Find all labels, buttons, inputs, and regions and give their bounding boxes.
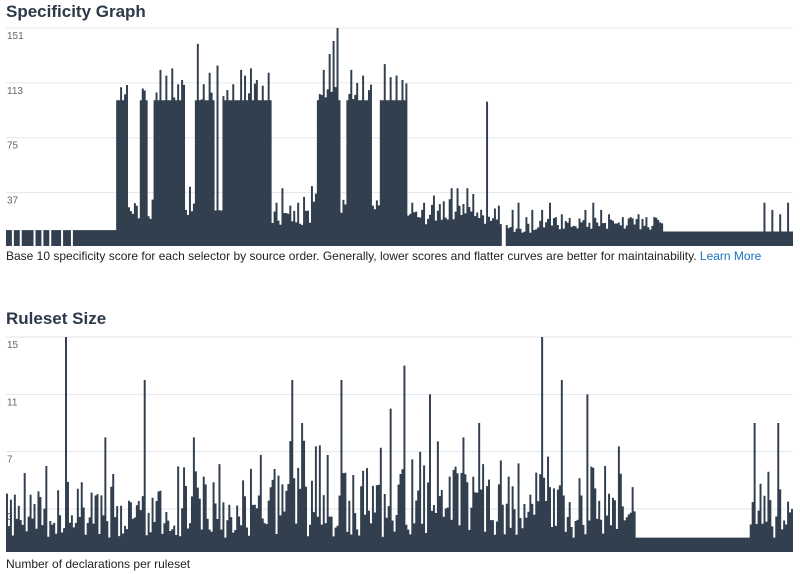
specificity-chart: 37 75 113 151 xyxy=(6,27,793,246)
specificity-title: Specificity Graph xyxy=(6,2,146,21)
specificity-section: Specificity Graph 37 75 113 151 Base 10 spe… xyxy=(6,2,793,263)
ruleset-title: Ruleset Size xyxy=(6,309,107,328)
y-tick-label: 75 xyxy=(7,141,19,152)
y-tick-label: 113 xyxy=(7,86,23,97)
y-tick-label: 15 xyxy=(7,340,19,351)
specificity-caption-text: Base 10 specificity score for each selec… xyxy=(6,249,697,263)
specificity-caption: Base 10 specificity score for each selec… xyxy=(6,249,761,263)
learn-more-link[interactable]: Learn More xyxy=(699,249,762,263)
series-area xyxy=(6,337,793,552)
series-area xyxy=(6,28,793,246)
y-tick-label: 7 xyxy=(7,455,13,466)
y-tick-label: 151 xyxy=(7,31,24,42)
ruleset-caption: Number of declarations per ruleset xyxy=(6,557,191,571)
ruleset-section: Ruleset Size 3 7 11 15 Number of declaratio… xyxy=(0,300,800,574)
y-tick-label: 11 xyxy=(7,397,18,408)
y-tick-label: 37 xyxy=(7,196,19,207)
